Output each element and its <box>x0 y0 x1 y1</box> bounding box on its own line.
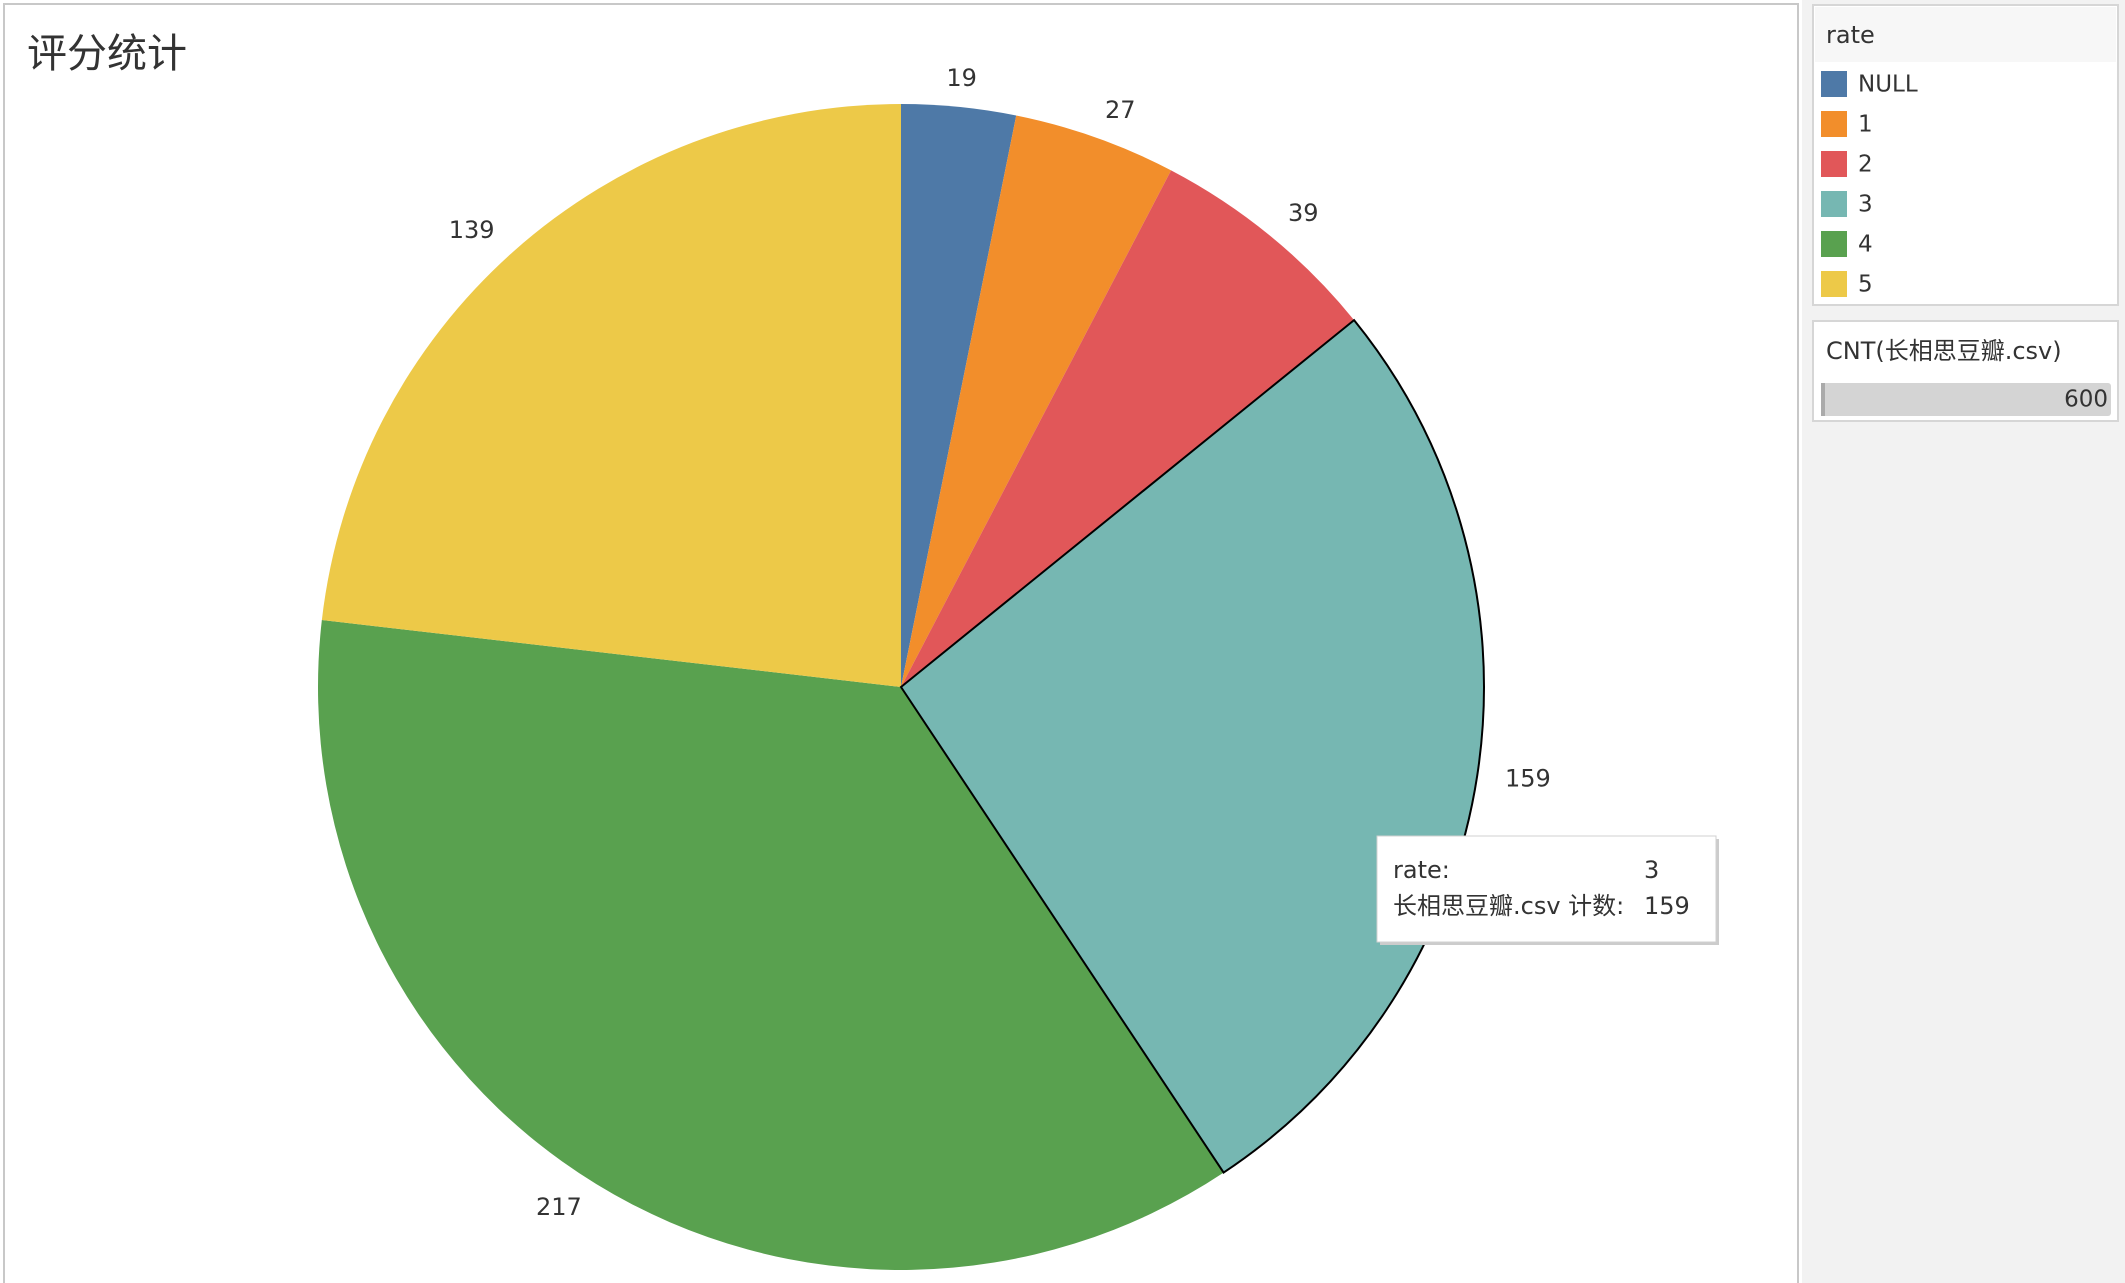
size-legend-value: 600 <box>2064 387 2108 413</box>
chart-title: 评分统计 <box>27 31 187 77</box>
tooltip: rate: 3 长相思豆瓣.csv 计数: 159 <box>1376 835 1719 945</box>
pie-slice <box>901 104 1017 687</box>
data-label: 217 <box>536 1193 582 1221</box>
data-label: 19 <box>946 64 977 92</box>
legend-swatch <box>1821 271 1847 297</box>
data-label: 27 <box>1105 96 1136 124</box>
legend-label: 4 <box>1858 232 1873 258</box>
legend-swatch <box>1821 231 1847 257</box>
legend-swatch <box>1821 71 1847 97</box>
pie-slice <box>901 170 1355 687</box>
tooltip-box <box>1376 835 1717 943</box>
pie-slice <box>321 104 902 687</box>
legend-label: 5 <box>1858 272 1873 298</box>
pie-slice <box>901 115 1172 688</box>
legend-items: NULL 1 2 3 4 5 600 <box>1821 71 2111 416</box>
legend-header <box>1815 7 2116 62</box>
size-bar <box>1821 383 2111 416</box>
data-label: 159 <box>1505 764 1551 792</box>
legend-swatch <box>1821 191 1847 217</box>
legend-swatch <box>1821 151 1847 177</box>
legend-label: 3 <box>1858 192 1873 218</box>
tooltip-value: 3 <box>1644 856 1659 884</box>
legend-label: 1 <box>1858 112 1873 138</box>
legend-label: 2 <box>1858 152 1873 178</box>
data-label: 39 <box>1288 199 1319 227</box>
size-legend-title: CNT(长相思豆瓣.csv) <box>1826 337 2062 365</box>
tooltip-label: rate: <box>1393 856 1450 884</box>
tooltip-value: 159 <box>1644 892 1690 920</box>
legend-label: NULL <box>1858 72 1918 98</box>
tooltip-label: 长相思豆瓣.csv 计数: <box>1393 892 1624 920</box>
pie-slice <box>317 619 1224 1271</box>
pie: 19 27 39 159 217 139 <box>317 64 1551 1271</box>
pie-slice <box>899 318 1486 1174</box>
legend-title: rate <box>1826 21 1875 49</box>
size-bar-start <box>1821 383 1825 416</box>
data-label: 139 <box>449 216 495 244</box>
legend-swatch <box>1821 111 1847 137</box>
